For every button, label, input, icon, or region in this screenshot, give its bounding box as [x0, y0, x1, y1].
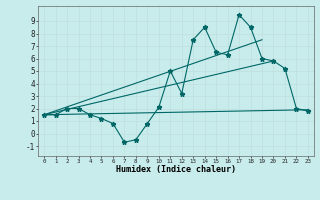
X-axis label: Humidex (Indice chaleur): Humidex (Indice chaleur) — [116, 165, 236, 174]
